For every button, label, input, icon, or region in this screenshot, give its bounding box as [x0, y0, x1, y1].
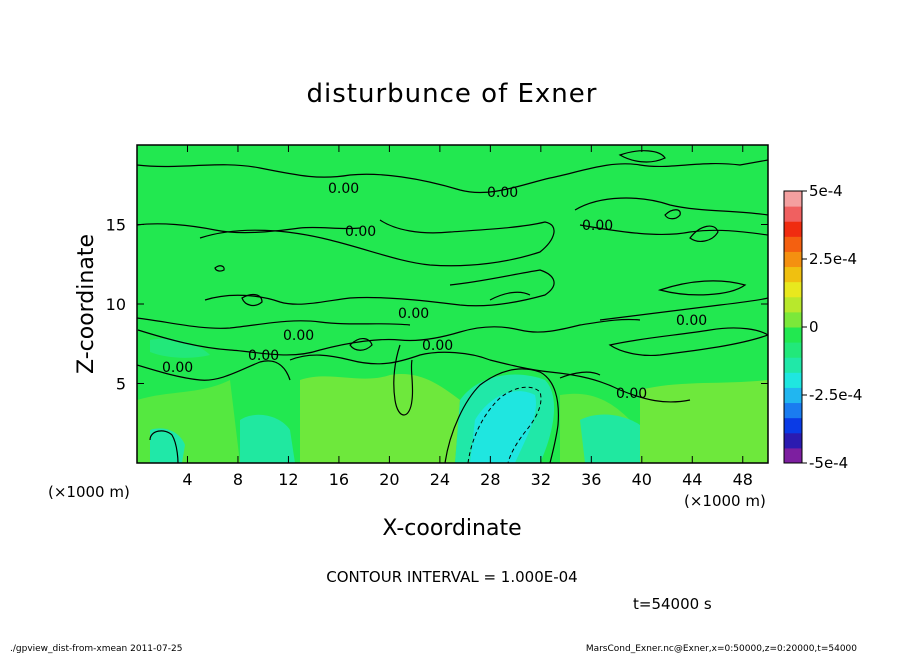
colorbar-swatch [784, 357, 802, 373]
x-tick-label: 40 [632, 470, 652, 489]
contour-line [574, 197, 768, 216]
contour-label: 0.00 [328, 181, 359, 197]
footer-right: MarsCond_Exner.nc@Exner,x=0:50000,z=0:20… [586, 644, 857, 654]
x-tick-label: 48 [733, 470, 753, 489]
colorbar-swatch [784, 417, 802, 434]
contour-label: 0.00 [345, 224, 376, 240]
contour-interval-text: CONTOUR INTERVAL = 1.000E-04 [326, 568, 577, 586]
colorbar-tick-label: 2.5e-4 [809, 250, 857, 268]
x-tick-label: 44 [682, 470, 702, 489]
contour-line [137, 318, 641, 356]
x-tick-label: 8 [233, 470, 243, 489]
colorbar-tick-label: -2.5e-4 [809, 386, 862, 404]
x-unit-right: (×1000 m) [684, 492, 766, 510]
contour-line [214, 265, 225, 272]
colorbar-swatch [784, 221, 802, 237]
colorbar-swatch [784, 191, 802, 207]
x-tick-label: 24 [430, 470, 450, 489]
contour-line [657, 280, 747, 296]
colorbar-swatch [784, 296, 802, 313]
colorbar [783, 190, 803, 464]
colorbar-swatch [784, 251, 802, 268]
colorbar-tick-label: 0 [809, 318, 819, 336]
y-axis: 5 10 15 [106, 216, 768, 394]
field-region-positive [300, 374, 460, 463]
x-tick-label: 32 [531, 470, 551, 489]
contour-label: 0.00 [248, 348, 279, 364]
contour-label: 0.00 [162, 360, 193, 376]
time-text: t=54000 s [633, 595, 712, 613]
x-tick-label: 4 [182, 470, 192, 489]
footer-left: ./gpview_dist-from-xmean 2011-07-25 [10, 644, 182, 654]
contour-line [137, 223, 361, 234]
colorbar-swatch [784, 387, 802, 404]
x-axis: 4 8 12 16 20 24 28 32 36 40 44 48 [182, 145, 753, 489]
x-tick-label: 28 [480, 470, 500, 489]
contour-label: 0.00 [582, 218, 613, 234]
contour-line [664, 209, 681, 220]
contour-line [689, 225, 719, 242]
y-tick-label: 15 [106, 216, 126, 235]
colorbar-tick-label: 5e-4 [809, 182, 843, 200]
colorbar-swatch [784, 236, 802, 252]
contour-label: 0.00 [398, 306, 429, 322]
field-region-negative [240, 414, 295, 463]
x-unit-left: (×1000 m) [48, 483, 130, 501]
colorbar-swatch [784, 266, 802, 283]
contour-label: 0.00 [487, 185, 518, 201]
contour-line [149, 430, 179, 463]
field-region-negative [150, 428, 185, 463]
colorbar-swatch [784, 311, 802, 328]
colorbar-tick-label: -5e-4 [809, 454, 848, 472]
contour-line [137, 360, 291, 381]
colorbar-swatch [784, 372, 802, 388]
x-tick-label: 20 [379, 470, 399, 489]
y-tick-label: 5 [116, 375, 126, 394]
colorbar-swatch [784, 402, 802, 419]
contour-line [137, 317, 411, 329]
field-region-negative [580, 414, 640, 463]
x-tick-label: 36 [581, 470, 601, 489]
colorbar-swatch [784, 432, 802, 449]
contour-line [241, 293, 263, 307]
contour-line [289, 351, 691, 403]
negative-contours [467, 386, 542, 463]
contour-label: 0.00 [422, 338, 453, 354]
y-tick-label: 10 [106, 295, 126, 314]
contour-label: 0.00 [676, 313, 707, 329]
chart-title: disturbunce of Exner [307, 79, 598, 109]
contour-line [599, 297, 768, 321]
x-tick-label: 16 [329, 470, 349, 489]
contour-line [393, 344, 414, 416]
contour-line-dashed [467, 386, 542, 463]
contour-line [559, 371, 601, 379]
x-tick-label: 12 [278, 470, 298, 489]
contour-line [608, 327, 768, 357]
x-axis-label: X-coordinate [382, 516, 521, 541]
colorbar-swatch [784, 447, 802, 464]
colorbar-ticks: 5e-4 2.5e-4 0 -2.5e-4 -5e-4 [802, 182, 862, 472]
colorbar-swatch [784, 206, 802, 222]
contour-labels: 0.00 0.00 0.00 0.00 0.00 0.00 0.00 0.00 … [162, 181, 707, 402]
heatmap-field [137, 145, 768, 463]
contour-line [444, 368, 560, 463]
field-region-positive [640, 380, 768, 463]
colorbar-swatch [784, 327, 802, 343]
contour-line [204, 269, 555, 307]
contour-label: 0.00 [616, 386, 647, 402]
contour-line [618, 150, 666, 163]
contour-label: 0.00 [283, 328, 314, 344]
contour-line [199, 219, 555, 267]
contour-line [349, 338, 373, 351]
y-axis-label: Z-coordinate [74, 234, 99, 374]
field-region-negative [150, 338, 210, 358]
field-region-negative [470, 391, 536, 463]
colorbar-swatch [784, 281, 802, 298]
zero-contours [137, 150, 768, 463]
contour-line [489, 291, 531, 301]
colorbar-swatch [784, 342, 802, 358]
contour-line [579, 224, 768, 236]
contour-line [137, 159, 768, 194]
